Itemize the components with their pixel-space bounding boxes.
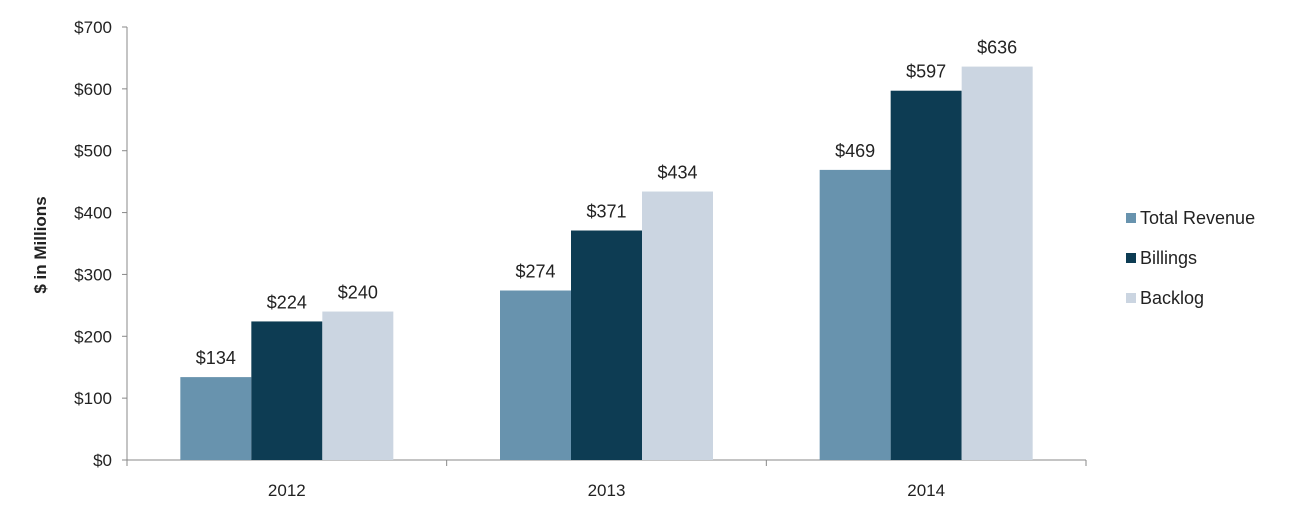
data-label: $434 (657, 163, 697, 183)
y-axis-title: $ in Millions (31, 196, 50, 293)
x-tick-label: 2014 (907, 481, 945, 500)
y-tick-label: $300 (74, 265, 112, 284)
y-tick-label: $500 (74, 142, 112, 161)
y-tick-label: $400 (74, 204, 112, 223)
data-label: $224 (267, 292, 307, 312)
y-axis: $0 $100 $200 $300 $400 $500 $600 $700 (74, 18, 128, 470)
legend-label: Billings (1140, 248, 1197, 268)
data-label: $274 (515, 262, 555, 282)
bar-total-revenue (180, 377, 252, 460)
data-label: $240 (338, 283, 378, 303)
data-labels-group: $134 $224 $240 $274 $371 $434 $469 $597 $636 (196, 38, 1017, 369)
bar-billings (571, 230, 642, 460)
legend-label: Backlog (1140, 288, 1204, 308)
bar-backlog (642, 191, 713, 461)
data-label: $469 (835, 141, 875, 161)
x-axis: 2012 2013 2014 (126, 459, 1087, 500)
legend: Total Revenue Billings Backlog (1126, 208, 1255, 308)
y-tick-label: $100 (74, 389, 112, 408)
bar-backlog (322, 311, 394, 460)
bar-total-revenue (500, 290, 571, 460)
data-label: $134 (196, 348, 236, 368)
legend-label: Total Revenue (1140, 208, 1255, 228)
bar-billings (251, 321, 323, 460)
x-tick-label: 2012 (268, 481, 306, 500)
legend-swatch (1126, 253, 1136, 263)
y-tick-label: $700 (74, 18, 112, 37)
bars-group (180, 66, 1033, 461)
data-label: $636 (977, 38, 1017, 58)
bar-total-revenue (819, 169, 891, 460)
bar-billings (890, 90, 962, 460)
y-tick-label: $200 (74, 327, 112, 346)
legend-swatch (1126, 213, 1136, 223)
x-tick-label: 2013 (588, 481, 626, 500)
data-label: $371 (586, 202, 626, 222)
y-tick-label: $0 (93, 451, 112, 470)
data-label: $597 (906, 62, 946, 82)
y-tick-label: $600 (74, 80, 112, 99)
bar-backlog (961, 66, 1033, 461)
legend-swatch (1126, 293, 1136, 303)
